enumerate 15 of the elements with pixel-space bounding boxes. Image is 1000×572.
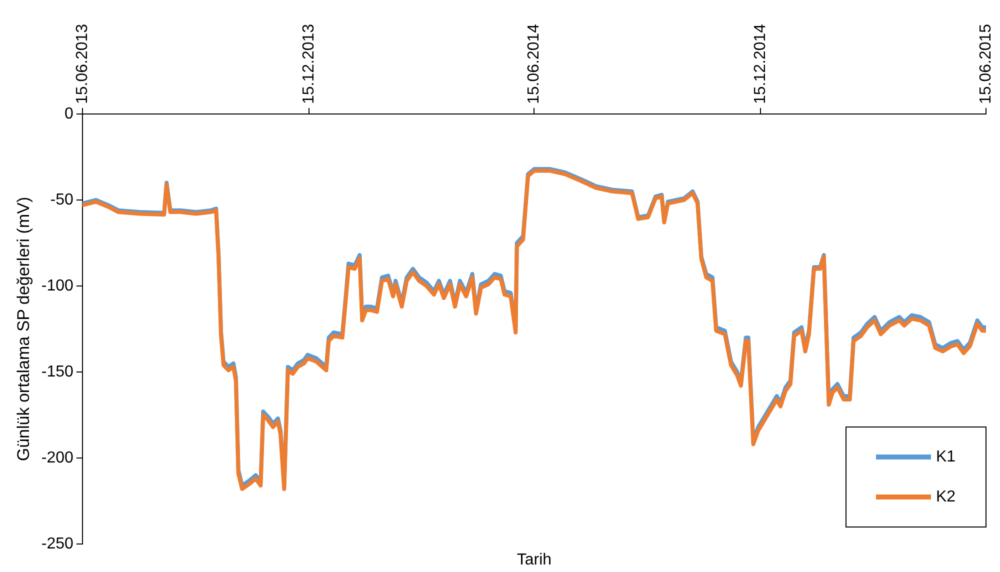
y-tick-label: -100 xyxy=(41,277,74,294)
x-tick-label: 15.12.2014 xyxy=(752,24,770,104)
x-tick-label: 15.06.2015 xyxy=(977,24,994,104)
x-tick-label: 15.12.2013 xyxy=(300,24,318,104)
legend-label: K1 xyxy=(936,448,956,466)
x-tick-label: 15.06.2014 xyxy=(526,24,543,104)
y-tick-label: -200 xyxy=(41,449,74,466)
legend-label: K2 xyxy=(936,488,956,506)
x-axis-title: Tarih xyxy=(516,551,552,568)
y-tick-label: -50 xyxy=(50,191,74,208)
y-axis-title: Günlük ortalama SP değerleri (mV) xyxy=(14,196,33,462)
y-tick-label: -250 xyxy=(41,535,74,552)
y-tick-label: -150 xyxy=(41,363,74,380)
y-tick-label: 0 xyxy=(64,105,74,122)
x-tick-label: 15.06.2013 xyxy=(74,24,91,104)
